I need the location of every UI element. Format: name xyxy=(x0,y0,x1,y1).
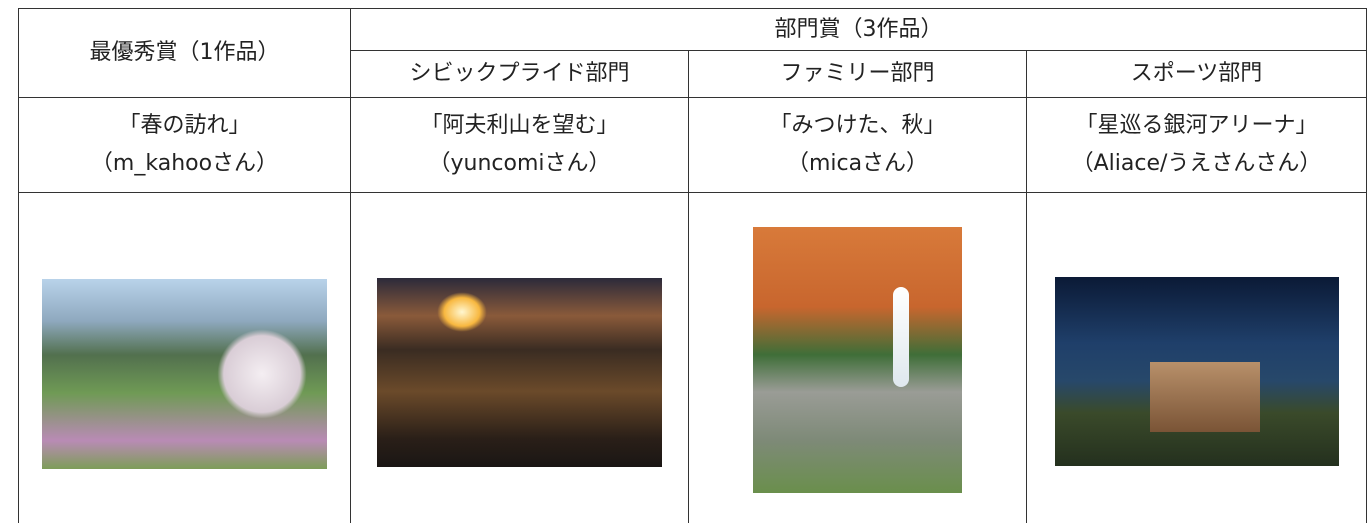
division-header: ファミリー部門 xyxy=(689,51,1027,98)
photo-cell xyxy=(1027,193,1367,523)
entry-title: 「みつけた、秋」 xyxy=(689,107,1026,145)
division-header: スポーツ部門 xyxy=(1027,51,1367,98)
entry-title: 「星巡る銀河アリーナ」 xyxy=(1027,107,1366,145)
entry-author: （m_kahooさん） xyxy=(19,145,350,183)
photo xyxy=(1055,277,1339,466)
entry-title: 「阿夫利山を望む」 xyxy=(351,107,688,145)
award-table: 最優秀賞（1作品） 部門賞（3作品） シビックプライド部門 ファミリー部門 スポ… xyxy=(18,8,1367,523)
entry-cell: 「星巡る銀河アリーナ」（Aliace/うえさんさん） xyxy=(1027,98,1367,193)
division-header: シビックプライド部門 xyxy=(351,51,689,98)
photo xyxy=(42,279,327,469)
photo-cell xyxy=(689,193,1027,523)
entry-cell: 「阿夫利山を望む」（yuncomiさん） xyxy=(351,98,689,193)
entry-cell: 「みつけた、秋」（micaさん） xyxy=(689,98,1027,193)
entry-author: （micaさん） xyxy=(689,145,1026,183)
grand-prize-header: 最優秀賞（1作品） xyxy=(19,9,351,98)
photo xyxy=(377,278,662,467)
entry-cell: 「春の訪れ」（m_kahooさん） xyxy=(19,98,351,193)
division-prize-header: 部門賞（3作品） xyxy=(351,9,1367,51)
entry-author: （yuncomiさん） xyxy=(351,145,688,183)
photo xyxy=(753,227,962,493)
entry-title: 「春の訪れ」 xyxy=(19,107,350,145)
photo-cell xyxy=(19,193,351,523)
entry-author: （Aliace/うえさんさん） xyxy=(1027,145,1366,183)
photo-cell xyxy=(351,193,689,523)
